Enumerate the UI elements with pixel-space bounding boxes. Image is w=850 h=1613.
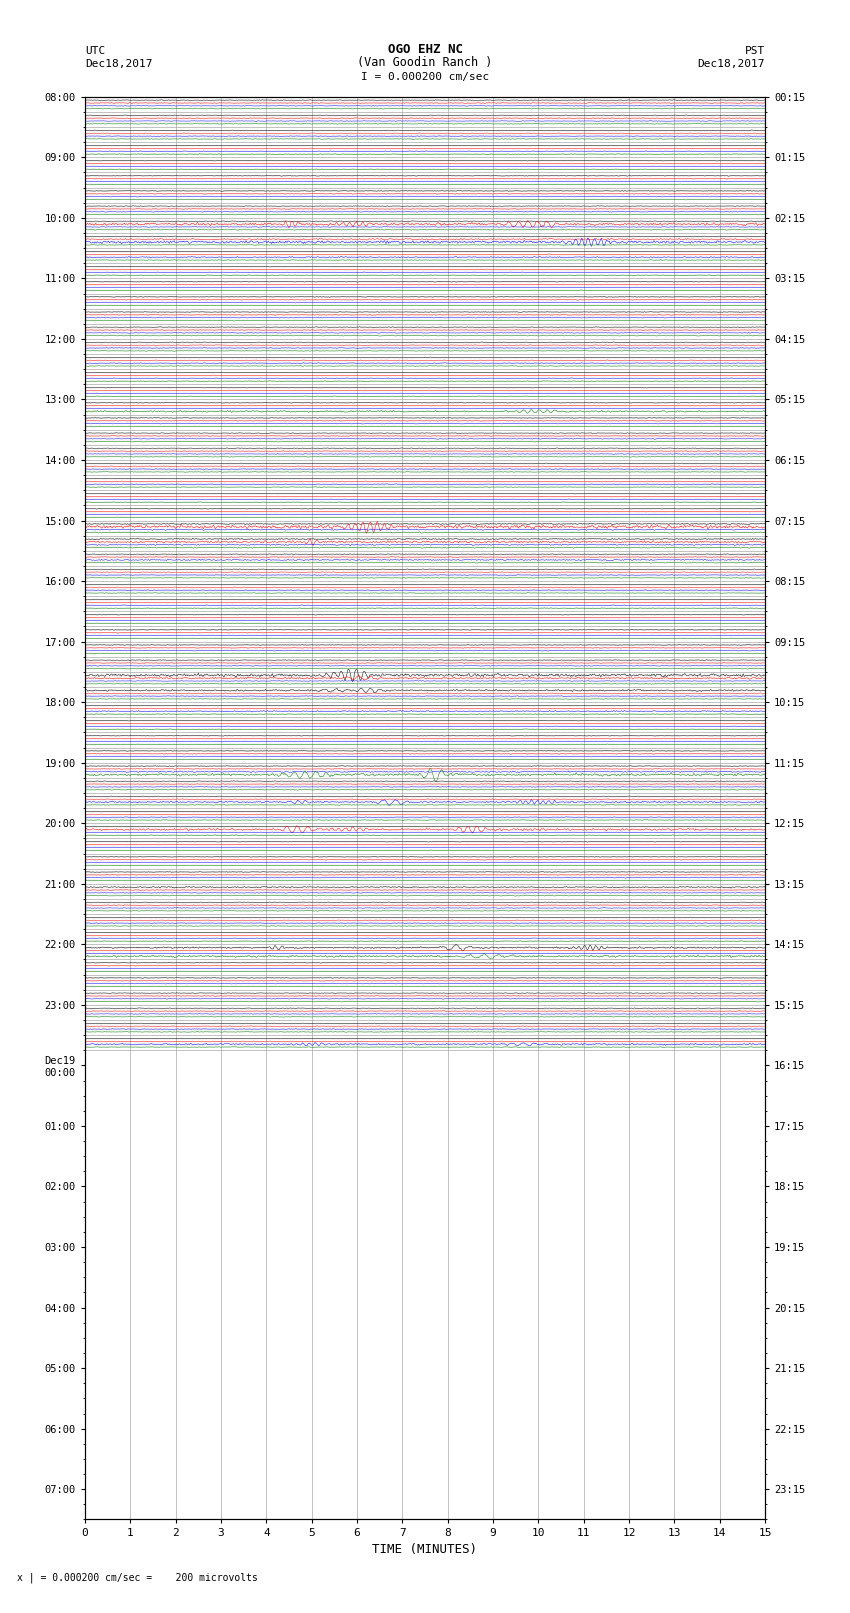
Text: (Van Goodin Ranch ): (Van Goodin Ranch )	[357, 56, 493, 69]
Text: x | = 0.000200 cm/sec =    200 microvolts: x | = 0.000200 cm/sec = 200 microvolts	[17, 1573, 258, 1582]
Text: Dec18,2017: Dec18,2017	[85, 60, 152, 69]
Text: I = 0.000200 cm/sec: I = 0.000200 cm/sec	[361, 73, 489, 82]
X-axis label: TIME (MINUTES): TIME (MINUTES)	[372, 1542, 478, 1555]
Text: OGO EHZ NC: OGO EHZ NC	[388, 44, 462, 56]
Text: UTC: UTC	[85, 47, 105, 56]
Text: PST: PST	[745, 47, 765, 56]
Text: Dec18,2017: Dec18,2017	[698, 60, 765, 69]
